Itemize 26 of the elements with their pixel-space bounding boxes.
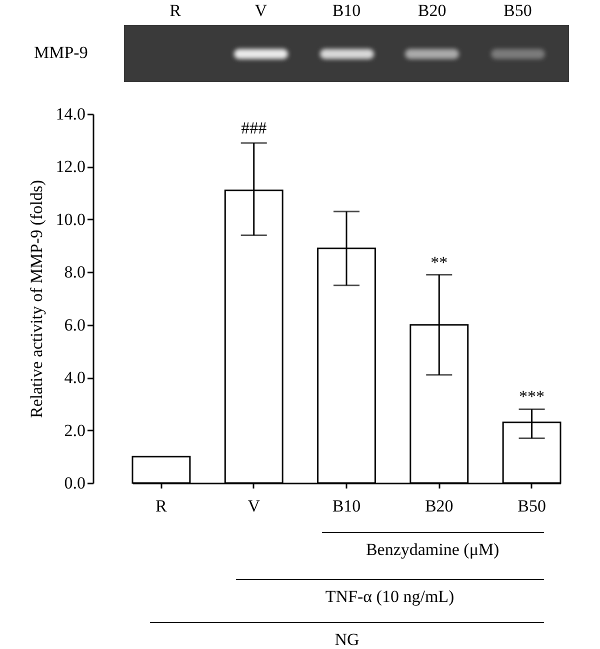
y-tick-label: 10.0 [56,210,86,229]
x-tick-label: R [156,496,168,516]
category-label: V [254,1,268,20]
y-tick-label: 8.0 [64,262,86,282]
annotation: ### [241,118,268,138]
text: MMP-9 [34,43,88,62]
y-tick-label: 14.0 [56,104,86,124]
text: NG [334,630,360,649]
text: Benzydamine (μM) [366,540,500,559]
text: TNF-α (10 ng/mL) [325,587,454,606]
x-tick-label: V [248,496,261,516]
category-label: B10 [332,1,361,20]
x-tick-label: B50 [518,496,546,516]
y-tick-label: 12.0 [56,157,86,176]
y-axis-title: Relative activity of MMP-9 (folds) [26,180,46,418]
category-label: B50 [504,1,532,20]
y-tick-label: 6.0 [64,315,86,334]
annotation: ** [430,252,448,272]
y-tick-label: 2.0 [64,420,86,440]
category-label: R [170,1,181,20]
y-tick-label: 4.0 [64,368,86,388]
category-label: B20 [418,1,446,20]
x-tick-label: B10 [332,496,361,516]
annotation: *** [519,387,545,406]
y-tick-label: 0.0 [64,474,86,492]
x-tick-label: B20 [424,496,454,516]
